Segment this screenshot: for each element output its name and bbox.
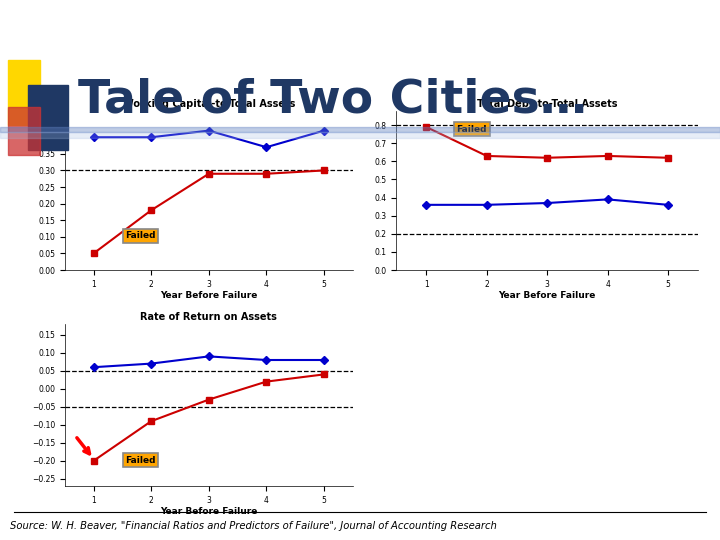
Bar xyxy=(0,132,720,138)
Title: Working Capital-to-Total Assets: Working Capital-to-Total Assets xyxy=(122,98,295,109)
Text: Failed: Failed xyxy=(456,125,487,133)
X-axis label: Year Before Failure: Year Before Failure xyxy=(160,292,258,300)
X-axis label: Year Before Failure: Year Before Failure xyxy=(498,292,596,300)
Text: Source: W. H. Beaver, "Financial Ratios and Predictors of Failure", Journal of A: Source: W. H. Beaver, "Financial Ratios … xyxy=(10,521,497,531)
Bar xyxy=(8,60,40,125)
Bar xyxy=(0,127,720,132)
X-axis label: Year Before Failure: Year Before Failure xyxy=(160,508,258,516)
Bar xyxy=(8,107,40,155)
Bar xyxy=(28,85,68,150)
Text: Tale of Two Cities…: Tale of Two Cities… xyxy=(78,78,587,123)
Text: Failed: Failed xyxy=(125,456,156,464)
Title: Total Debt-to-Total Assets: Total Debt-to-Total Assets xyxy=(477,98,618,109)
Text: Failed: Failed xyxy=(125,232,156,240)
Title: Rate of Return on Assets: Rate of Return on Assets xyxy=(140,312,277,322)
